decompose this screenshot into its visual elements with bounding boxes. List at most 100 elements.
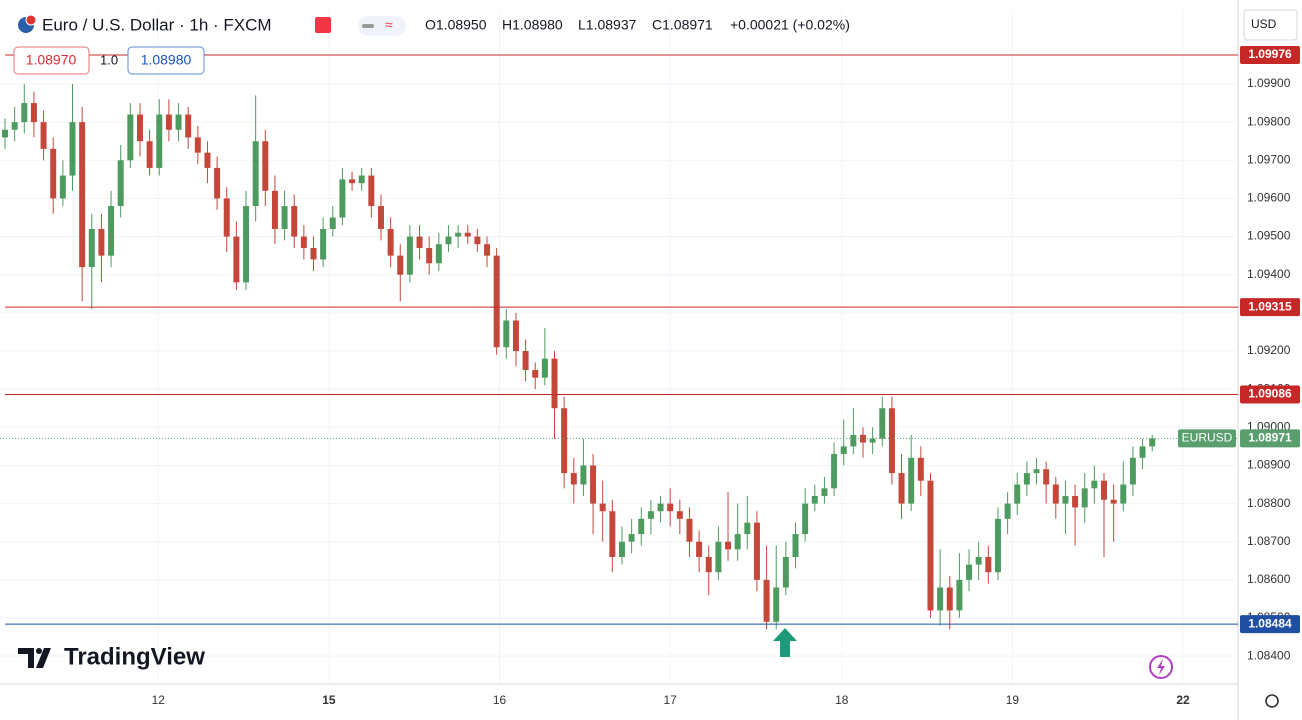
candle-body	[146, 141, 153, 168]
x-tick-label: 16	[493, 693, 507, 707]
candle-body	[628, 534, 635, 542]
candle-body	[455, 232, 462, 237]
x-tick-label: 18	[835, 693, 849, 707]
candle-body	[484, 244, 491, 256]
candle-body	[1023, 473, 1030, 485]
logo-mark	[18, 648, 51, 668]
currency-button[interactable]	[1243, 9, 1298, 41]
candle-body	[2, 129, 9, 138]
price-tag-label: 1.09086	[1248, 387, 1292, 401]
arrow-marker	[773, 628, 797, 657]
candle-body	[464, 232, 471, 237]
candle-body	[753, 522, 760, 580]
y-tick-label: 1.08400	[1247, 648, 1291, 662]
candle-body	[349, 179, 356, 184]
candle-body	[281, 206, 288, 229]
candle-body	[802, 503, 809, 535]
x-tick-label: 17	[664, 693, 678, 707]
candle-body	[744, 522, 751, 535]
price-tag	[1240, 46, 1300, 65]
candle-body	[69, 122, 76, 176]
candle-body	[1062, 495, 1069, 504]
y-tick-label: 1.09800	[1247, 114, 1291, 128]
candle-body	[937, 587, 944, 611]
sell-button[interactable]	[13, 46, 90, 75]
ohlc-low: L1.08937	[578, 17, 637, 33]
sell-price[interactable]: 1.08970	[26, 52, 77, 68]
y-tick-label: 1.08700	[1247, 534, 1291, 548]
candle-body	[975, 556, 982, 565]
buy-price[interactable]: 1.08980	[141, 52, 192, 68]
candle-body	[686, 518, 693, 542]
y-tick-label: 1.09200	[1247, 343, 1291, 357]
candle-body	[406, 236, 413, 275]
candle-body	[599, 503, 606, 512]
y-tick-label: 1.08600	[1247, 572, 1291, 586]
plot-area	[0, 10, 1238, 684]
candle-body	[271, 190, 278, 229]
candle-body	[1033, 469, 1040, 474]
candle-body	[850, 434, 857, 447]
ohlc-open: O1.08950	[425, 17, 487, 33]
candle-body	[647, 511, 654, 519]
candle-body	[329, 217, 336, 229]
candle-body	[233, 236, 240, 283]
candle-body	[1091, 480, 1098, 489]
candle-body	[512, 320, 519, 352]
bolt-icon[interactable]	[1149, 655, 1173, 679]
candle-body	[11, 122, 18, 130]
candle-body	[541, 358, 548, 378]
price-tag-label: 1.08971	[1248, 431, 1292, 445]
candle-body	[194, 137, 201, 153]
candle-body	[426, 248, 433, 264]
candle-body	[445, 236, 452, 245]
candle-body	[773, 587, 780, 622]
candle-body	[1043, 469, 1050, 485]
candle-body	[50, 148, 57, 199]
candle-body	[358, 175, 365, 184]
candle-body	[725, 541, 732, 550]
settings-icon[interactable]	[1265, 694, 1279, 708]
candle-body	[638, 518, 645, 535]
candle-body	[1129, 457, 1136, 485]
x-tick-label: 19	[1006, 693, 1020, 707]
symbol-tag-label: EURUSD	[1182, 431, 1233, 445]
candle-body	[108, 206, 115, 256]
toggle-icon	[362, 24, 374, 28]
candle-body	[590, 465, 597, 504]
candle-body	[696, 541, 703, 557]
candle-body	[387, 228, 394, 256]
toggle-icon: ≈	[385, 17, 393, 33]
candle-body	[570, 473, 577, 485]
price-tag	[1240, 429, 1300, 448]
candle-body	[551, 358, 558, 409]
candle-body	[561, 408, 568, 474]
candle-body	[1052, 484, 1059, 504]
candle-body	[40, 122, 47, 149]
symbol-flag	[25, 14, 37, 26]
candle-body	[580, 465, 587, 485]
candle-body	[320, 228, 327, 260]
candle-body	[908, 457, 915, 504]
candle-body	[252, 141, 259, 207]
candle-body	[667, 503, 674, 512]
branding: TradingView	[18, 643, 205, 670]
candle-body	[474, 236, 481, 245]
candle-body	[397, 255, 404, 275]
candle-body	[879, 408, 886, 439]
ohlc-high: H1.08980	[502, 17, 563, 33]
candle-body	[416, 236, 423, 249]
candle-body	[532, 370, 539, 378]
candle-body	[734, 534, 741, 550]
candle-body	[966, 564, 973, 580]
price-tag	[1240, 615, 1300, 634]
candle-body	[619, 541, 625, 557]
candle-body	[1110, 499, 1117, 504]
toggle[interactable]	[358, 16, 406, 36]
candle-body	[869, 438, 876, 443]
y-tick-label: 1.09900	[1247, 76, 1291, 90]
alert-icon[interactable]	[315, 17, 331, 33]
candle-body	[1004, 503, 1011, 519]
currency[interactable]: USD	[1251, 17, 1277, 31]
buy-button[interactable]	[127, 46, 205, 75]
